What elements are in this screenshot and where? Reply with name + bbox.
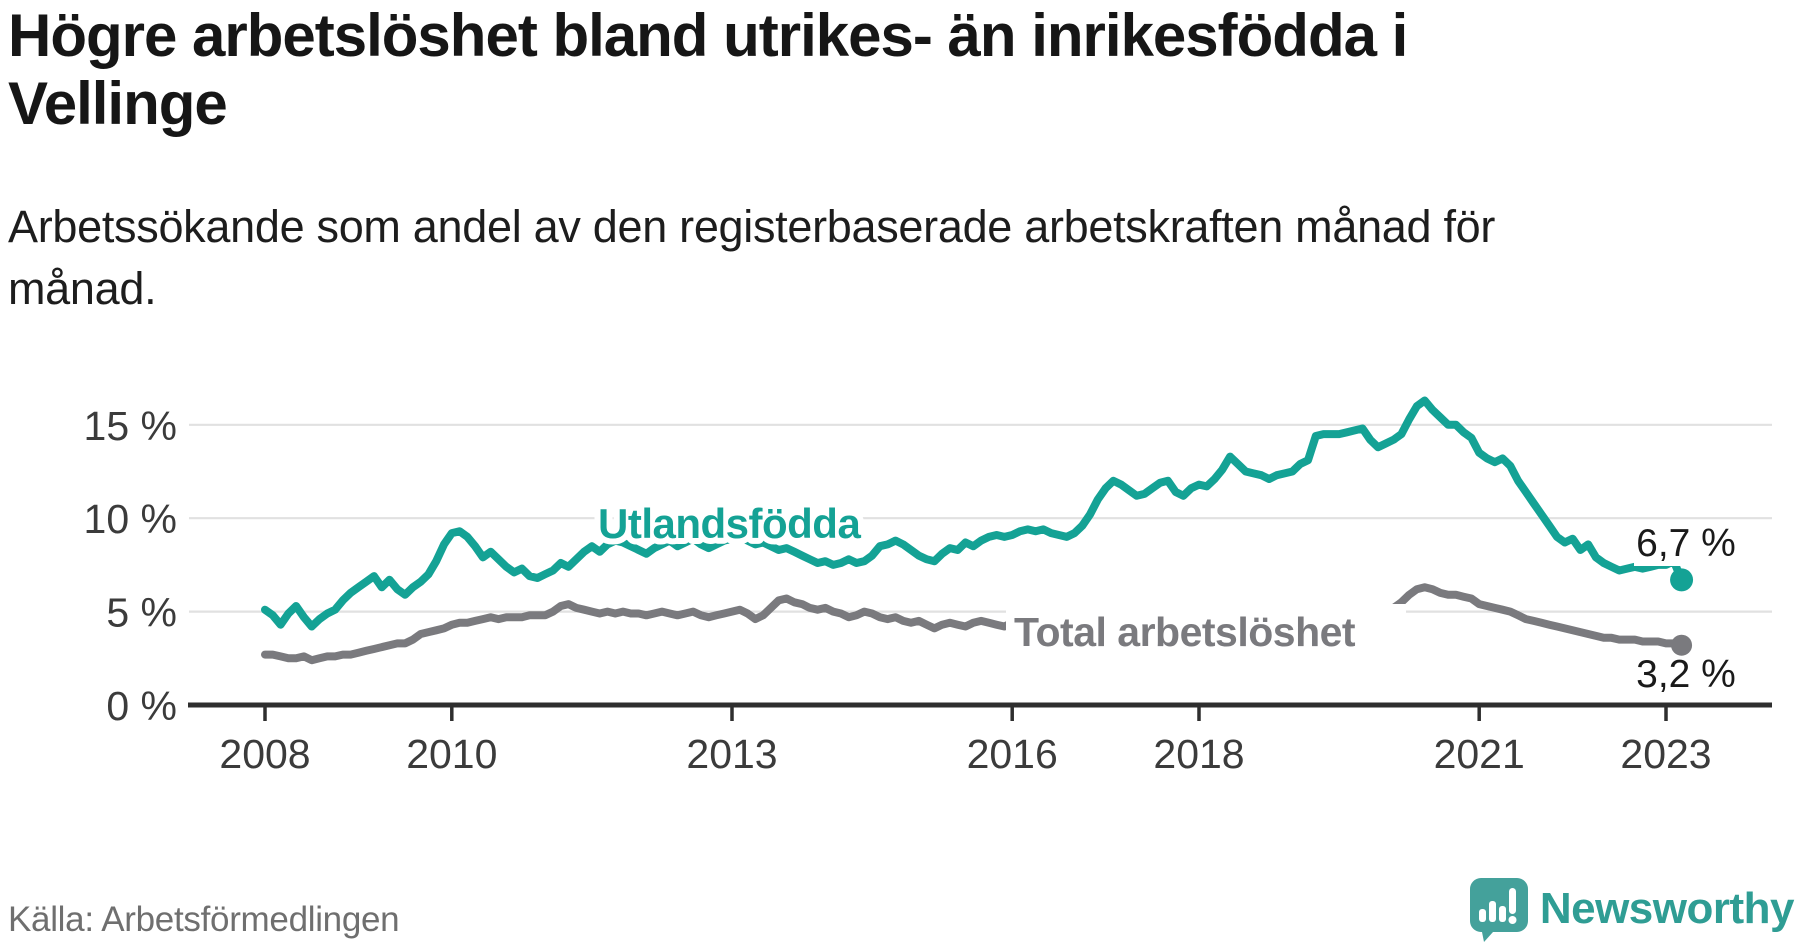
title-line-1: Högre arbetslöshet bland utrikes- än inr… [8,2,1408,69]
chart-subtitle: Arbetssökande som andel av den registerb… [8,196,1708,320]
end-value-label-total: 3,2 % [1636,653,1736,696]
series-label-total-arbetsloshet: Total arbetslöshet [1014,609,1356,655]
page-title: Högre arbetslöshet bland utrikes- än inr… [8,2,1768,138]
series-line-utlandsfodda [261,396,1686,631]
x-axis-label-2013: 2013 [686,731,777,777]
title-line-2: Vellinge [8,70,228,137]
newsworthy-logo-icon [1469,878,1528,942]
brand-name: Newsworthy [1539,884,1795,933]
x-axis-label-2010: 2010 [406,731,497,777]
total-label-mask [1006,604,1406,654]
end-dot-total [1671,634,1693,656]
subtitle-line-1: Arbetssökande som andel av den registerb… [8,201,1496,252]
source-credit: Källa: Arbetsförmedlingen [8,900,400,939]
x-axis-label-2018: 2018 [1153,731,1244,777]
y-axis-label-15: 15 % [84,403,177,449]
series-line-total-arbetsloshet [261,583,1686,665]
x-axis-label-2008: 2008 [219,731,310,777]
y-axis-label-0: 0 % [106,683,177,729]
end-value-label-utlandsfodda: 6,7 % [1636,522,1736,565]
series-label-utlandsfodda: Utlandsfödda [598,500,861,547]
brand-footer: Newsworthy [1468,876,1795,942]
x-axis-label-2023: 2023 [1620,731,1711,777]
y-axis-label-10: 10 % [84,496,177,542]
x-axis-label-2021: 2021 [1434,731,1525,777]
end-dot-utlandsfodda [1670,568,1694,592]
y-axis-label-5: 5 % [106,590,177,636]
x-axis-label-2016: 2016 [967,731,1058,777]
subtitle-line-2: månad. [8,263,157,314]
end-label-mask-foreign [1634,520,1738,566]
